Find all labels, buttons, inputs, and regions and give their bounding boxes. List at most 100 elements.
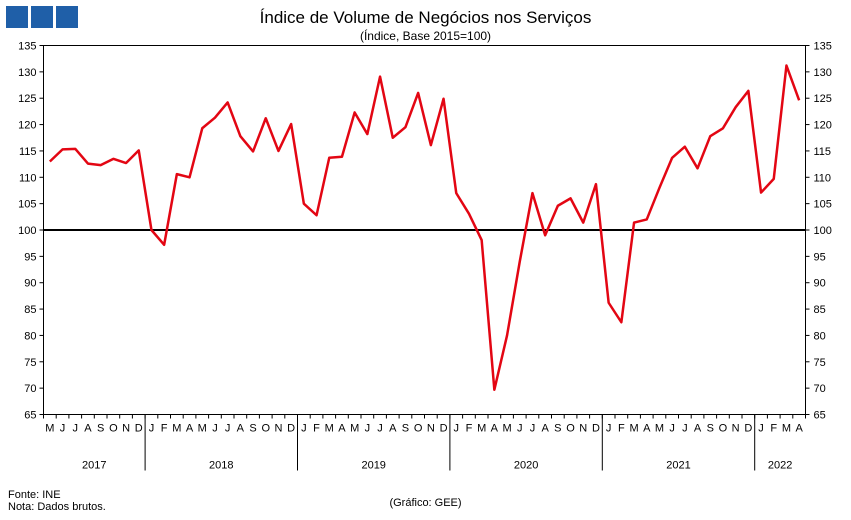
year-label: 2019	[361, 460, 385, 472]
month-label: M	[198, 423, 207, 435]
month-label: D	[744, 423, 752, 435]
y-tick-label: 105	[814, 199, 832, 211]
y-tick-label: 115	[19, 146, 37, 158]
y-tick-label: 85	[24, 304, 36, 316]
month-label: D	[592, 423, 600, 435]
month-label: M	[172, 423, 181, 435]
month-label: O	[414, 423, 423, 435]
y-tick-label: 110	[19, 172, 37, 184]
y-tick-label: 130	[814, 67, 832, 79]
month-label: A	[186, 423, 194, 435]
y-tick-label: 90	[24, 278, 36, 290]
month-label: O	[566, 423, 575, 435]
month-label: N	[579, 423, 587, 435]
month-label: J	[682, 423, 688, 435]
month-label: A	[389, 423, 397, 435]
month-label: F	[161, 423, 168, 435]
month-label: A	[795, 423, 803, 435]
y-tick-label: 100	[814, 225, 832, 237]
month-label: J	[365, 423, 371, 435]
gee-logo	[6, 6, 78, 28]
month-label: S	[249, 423, 256, 435]
y-tick-label: 80	[24, 330, 36, 342]
y-tick-label: 115	[814, 146, 832, 158]
month-label: J	[149, 423, 155, 435]
month-label: J	[225, 423, 231, 435]
month-label: J	[530, 423, 536, 435]
y-tick-label: 120	[814, 120, 832, 132]
y-tick-label: 80	[814, 330, 826, 342]
y-tick-label: 90	[814, 278, 826, 290]
year-label: 2022	[768, 460, 792, 472]
y-tick-label: 85	[814, 304, 826, 316]
right-y-axis: 65 70 75 80 85 90 95 100 105 110 115 120 125 130 135	[805, 41, 832, 422]
left-y-axis: 65 70 75 80 85 90 95 100 105 110 115 120 125 130 135	[18, 41, 44, 422]
month-label: N	[427, 423, 435, 435]
month-label: D	[287, 423, 295, 435]
month-label: N	[732, 423, 740, 435]
month-label: N	[274, 423, 282, 435]
month-label: S	[554, 423, 561, 435]
month-label: M	[350, 423, 359, 435]
year-label: 2017	[82, 460, 106, 472]
month-label: A	[84, 423, 92, 435]
year-label: 2018	[209, 460, 233, 472]
month-label: M	[502, 423, 511, 435]
logo-square	[31, 6, 53, 28]
chart-credit: (Gráfico: GEE)	[389, 497, 462, 509]
logo-square	[6, 6, 28, 28]
month-label: J	[517, 423, 523, 435]
month-label: M	[782, 423, 791, 435]
month-label: F	[618, 423, 625, 435]
month-label: J	[377, 423, 383, 435]
y-tick-label: 135	[814, 41, 832, 53]
y-tick-label: 75	[24, 357, 36, 369]
month-label: A	[237, 423, 245, 435]
month-label: M	[45, 423, 54, 435]
month-label: J	[606, 423, 612, 435]
month-label: J	[73, 423, 79, 435]
month-label: O	[719, 423, 728, 435]
month-label: O	[261, 423, 270, 435]
y-tick-label: 120	[18, 120, 36, 132]
month-label: D	[135, 423, 143, 435]
month-label: N	[122, 423, 130, 435]
chart-title: Índice de Volume de Negócios nos Serviço…	[259, 8, 592, 27]
month-label: F	[770, 423, 777, 435]
month-label: M	[655, 423, 664, 435]
month-label: J	[454, 423, 460, 435]
y-tick-label: 100	[18, 225, 36, 237]
month-label: M	[629, 423, 638, 435]
y-tick-label: 110	[814, 172, 832, 184]
y-tick-label: 75	[814, 357, 826, 369]
month-label: F	[313, 423, 320, 435]
year-label: 2020	[514, 460, 538, 472]
y-tick-label: 130	[18, 67, 36, 79]
month-label: S	[707, 423, 714, 435]
month-label: J	[60, 423, 66, 435]
month-label: S	[97, 423, 104, 435]
month-label: S	[402, 423, 409, 435]
y-tick-label: 105	[18, 199, 36, 211]
month-label: D	[440, 423, 448, 435]
year-label: 2021	[666, 460, 690, 472]
month-label: M	[325, 423, 334, 435]
month-label: O	[109, 423, 118, 435]
y-tick-label: 125	[18, 93, 36, 105]
month-label: M	[477, 423, 486, 435]
month-label: J	[669, 423, 675, 435]
data-note: Nota: Dados brutos.	[8, 501, 106, 513]
chart-subtitle: (Índice, Base 2015=100)	[359, 29, 492, 43]
month-label: A	[643, 423, 651, 435]
logo-square	[56, 6, 78, 28]
y-tick-label: 135	[18, 41, 36, 53]
month-label: A	[541, 423, 549, 435]
month-label: A	[694, 423, 702, 435]
month-label: J	[301, 423, 307, 435]
month-label: J	[212, 423, 218, 435]
y-tick-label: 70	[814, 383, 826, 395]
y-tick-label: 65	[24, 410, 36, 422]
month-label: A	[491, 423, 499, 435]
